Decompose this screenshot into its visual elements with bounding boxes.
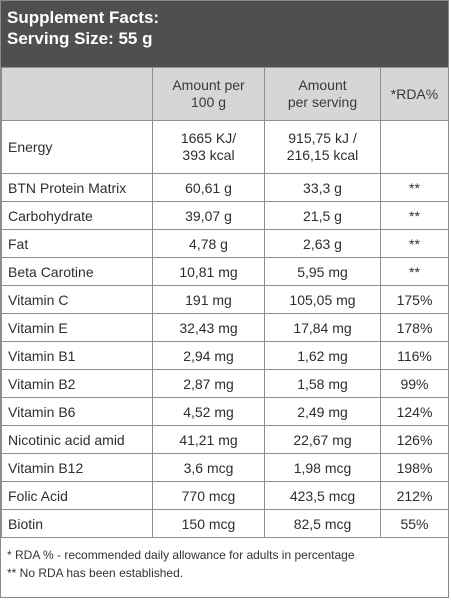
table-row: Nicotinic acid amid 41,21 mg 22,67 mg 12… xyxy=(1,425,449,454)
rda-value: 55% xyxy=(380,509,449,538)
amount-per-100g: 4,78 g xyxy=(152,229,265,258)
amount-per-serving: 105,05 mg xyxy=(264,285,381,314)
nutrient-name: Biotin xyxy=(1,509,153,538)
header-amount-per-100g: Amount per 100 g xyxy=(152,67,265,121)
rda-value: 198% xyxy=(380,453,449,482)
table-header-row: Amount per 100 g Amount per serving *RDA… xyxy=(1,67,449,121)
amount-per-100g: 4,52 mg xyxy=(152,397,265,426)
table-row: BTN Protein Matrix 60,61 g 33,3 g ** xyxy=(1,173,449,202)
amount-per-serving: 17,84 mg xyxy=(264,313,381,342)
facts-title: Supplement Facts: xyxy=(7,8,160,27)
header-amount-per-serving-line2: per serving xyxy=(287,94,358,110)
nutrient-name: Carbohydrate xyxy=(1,201,153,230)
amount-per-serving: 423,5 mcg xyxy=(264,481,381,510)
amount-per-100g: 2,87 mg xyxy=(152,369,265,398)
footnotes: * RDA % - recommended daily allowance fo… xyxy=(1,538,448,582)
amount-per-serving: 82,5 mcg xyxy=(264,509,381,538)
nutrient-name: Vitamin C xyxy=(1,285,153,314)
nutrient-name: Beta Carotine xyxy=(1,257,153,286)
nutrient-name: Energy xyxy=(1,120,153,174)
rda-value: 212% xyxy=(380,481,449,510)
energy-per100-line2: 393 kcal xyxy=(182,147,235,163)
table-row: Vitamin C 191 mg 105,05 mg 175% xyxy=(1,285,449,314)
amount-per-100g: 150 mcg xyxy=(152,509,265,538)
header-amount-per-100g-line2: 100 g xyxy=(190,94,227,110)
amount-per-100g: 10,81 mg xyxy=(152,257,265,286)
header-amount-per-serving: Amount per serving xyxy=(264,67,381,121)
nutrient-name: Vitamin B2 xyxy=(1,369,153,398)
amount-per-100g: 39,07 g xyxy=(152,201,265,230)
amount-per-100g: 60,61 g xyxy=(152,173,265,202)
table-row: Carbohydrate 39,07 g 21,5 g ** xyxy=(1,201,449,230)
amount-per-100g: 2,94 mg xyxy=(152,341,265,370)
amount-per-serving: 915,75 kJ / 216,15 kcal xyxy=(264,120,381,174)
table-row: Beta Carotine 10,81 mg 5,95 mg ** xyxy=(1,257,449,286)
amount-per-100g: 770 mcg xyxy=(152,481,265,510)
nutrient-name: BTN Protein Matrix xyxy=(1,173,153,202)
amount-per-serving: 22,67 mg xyxy=(264,425,381,454)
header-amount-per-serving-line1: Amount xyxy=(298,77,347,93)
nutrient-name: Nicotinic acid amid xyxy=(1,425,153,454)
header-nutrient xyxy=(1,67,153,121)
amount-per-serving: 21,5 g xyxy=(264,201,381,230)
table-row: Vitamin B2 2,87 mg 1,58 mg 99% xyxy=(1,369,449,398)
rda-value: ** xyxy=(380,173,449,202)
rda-value: ** xyxy=(380,201,449,230)
nutrient-name: Vitamin B12 xyxy=(1,453,153,482)
rda-value: 175% xyxy=(380,285,449,314)
rda-value: 99% xyxy=(380,369,449,398)
amount-per-100g: 41,21 mg xyxy=(152,425,265,454)
amount-per-serving: 1,98 mcg xyxy=(264,453,381,482)
rda-value: ** xyxy=(380,229,449,258)
header-rda: *RDA% xyxy=(380,67,449,121)
table-row: Vitamin E 32,43 mg 17,84 mg 178% xyxy=(1,313,449,342)
table-row: Biotin 150 mcg 82,5 mcg 55% xyxy=(1,509,449,538)
amount-per-serving: 1,58 mg xyxy=(264,369,381,398)
rda-value: 116% xyxy=(380,341,449,370)
nutrient-name: Folic Acid xyxy=(1,481,153,510)
nutrient-name: Vitamin B6 xyxy=(1,397,153,426)
nutrient-name: Vitamin B1 xyxy=(1,341,153,370)
table-row: Vitamin B1 2,94 mg 1,62 mg 116% xyxy=(1,341,449,370)
amount-per-100g: 32,43 mg xyxy=(152,313,265,342)
rda-value: 178% xyxy=(380,313,449,342)
nutrition-table: Amount per 100 g Amount per serving *RDA… xyxy=(1,67,449,538)
serving-size: Serving Size: 55 g xyxy=(7,29,153,48)
nutrient-name: Vitamin E xyxy=(1,313,153,342)
rda-value: 126% xyxy=(380,425,449,454)
amount-per-serving: 2,49 mg xyxy=(264,397,381,426)
table-row: Vitamin B6 4,52 mg 2,49 mg 124% xyxy=(1,397,449,426)
rda-value: ** xyxy=(380,257,449,286)
header-amount-per-100g-line1: Amount per xyxy=(172,77,245,93)
amount-per-100g: 3,6 mcg xyxy=(152,453,265,482)
nutrient-name: Fat xyxy=(1,229,153,258)
energy-per100-line1: 1665 KJ/ xyxy=(180,130,237,146)
amount-per-serving: 2,63 g xyxy=(264,229,381,258)
rda-value: 124% xyxy=(380,397,449,426)
amount-per-serving: 33,3 g xyxy=(264,173,381,202)
table-row: Vitamin B12 3,6 mcg 1,98 mcg 198% xyxy=(1,453,449,482)
amount-per-100g: 1665 KJ/ 393 kcal xyxy=(152,120,265,174)
footnote-rda: * RDA % - recommended daily allowance fo… xyxy=(7,548,355,562)
footnote-no-rda: ** No RDA has been established. xyxy=(7,566,184,580)
energy-serving-line1: 915,75 kJ / xyxy=(288,130,357,146)
table-row: Fat 4,78 g 2,63 g ** xyxy=(1,229,449,258)
energy-serving-line2: 216,15 kcal xyxy=(286,147,359,163)
table-row: Folic Acid 770 mcg 423,5 mcg 212% xyxy=(1,481,449,510)
rda-value xyxy=(380,120,449,174)
facts-header: Supplement Facts: Serving Size: 55 g xyxy=(1,1,448,67)
amount-per-serving: 5,95 mg xyxy=(264,257,381,286)
amount-per-100g: 191 mg xyxy=(152,285,265,314)
amount-per-serving: 1,62 mg xyxy=(264,341,381,370)
table-row-energy: Energy 1665 KJ/ 393 kcal 915,75 kJ / 216… xyxy=(1,120,449,174)
